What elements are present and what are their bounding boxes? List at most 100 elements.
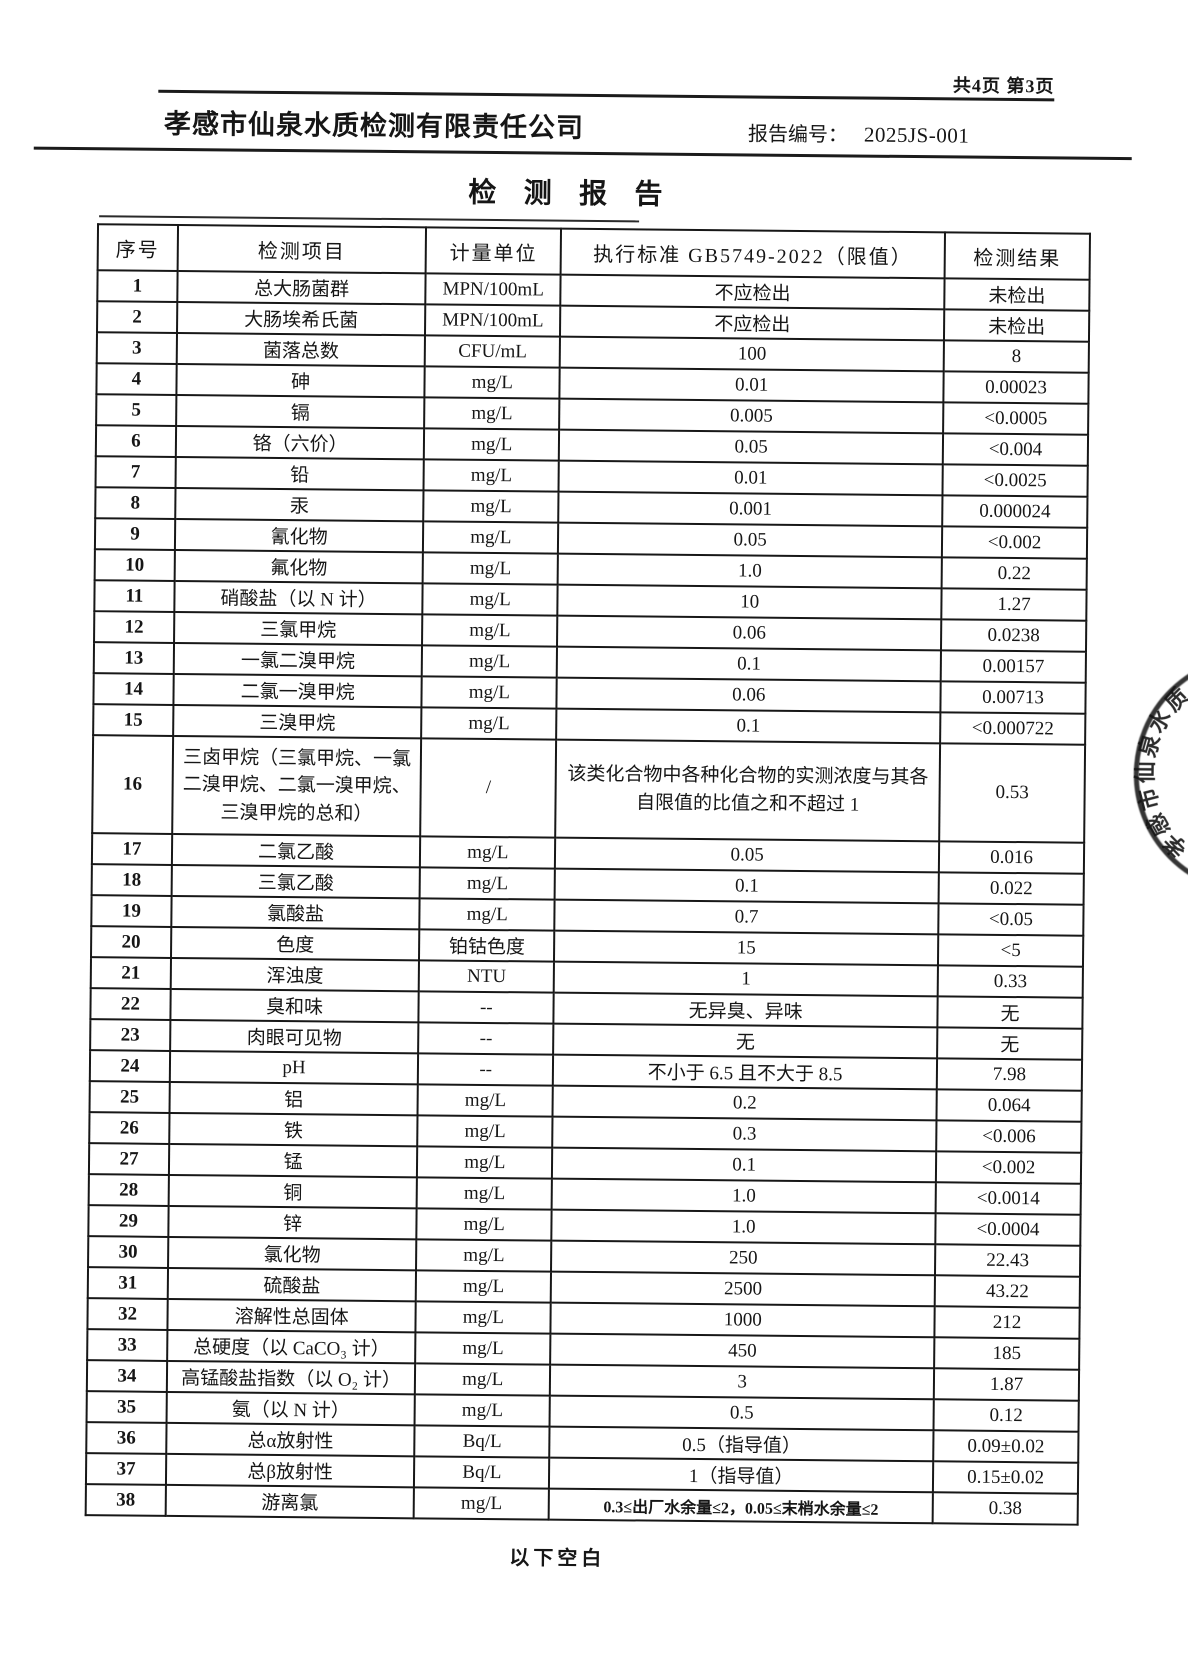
table-cell-standard: 3 [550, 1364, 935, 1400]
table-cell-no: 3 [96, 332, 177, 364]
table-cell-unit: mg/L [415, 1363, 551, 1396]
table-cell-standard: 2500 [550, 1271, 936, 1307]
table-cell-standard: 0.05 [555, 837, 940, 873]
table-cell-item: 铅 [175, 456, 425, 491]
results-table: 序号 检测项目 计量单位 执行标准 GB5749-2022（限值） 检测结果 1 总大肠菌… [85, 223, 1091, 1525]
table-cell-unit: mg/L [416, 1239, 552, 1272]
table-cell-standard: 1.0 [557, 553, 943, 589]
table-cell-no: 25 [89, 1081, 170, 1113]
table-cell-item: 铜 [168, 1174, 418, 1209]
table-cell-result: <0.002 [942, 526, 1088, 559]
table-cell-item: 锌 [168, 1205, 417, 1240]
report-number-value: 2025JS-001 [863, 122, 970, 148]
table-cell-no: 22 [90, 988, 171, 1020]
report-number-label: 报告编号： [747, 123, 849, 147]
table-cell-unit: mg/L [419, 867, 556, 900]
table-cell-unit: mg/L [416, 1208, 552, 1241]
table-cell-standard: 0.01 [558, 460, 943, 496]
table-cell-unit: mg/L [416, 1270, 552, 1303]
table-cell-unit: mg/L [417, 1084, 554, 1117]
table-cell-standard: 0.2 [552, 1085, 937, 1121]
table-cell-unit: MPN/100mL [425, 304, 561, 337]
table-cell-standard: 1 [553, 961, 939, 997]
table-cell-standard: 0.005 [559, 398, 944, 434]
table-cell-unit: mg/L [415, 1301, 551, 1334]
table-cell-unit: 铂钴色度 [419, 929, 555, 962]
table-cell-result: 22.43 [935, 1244, 1081, 1277]
table-cell-result: 0.53 [939, 743, 1086, 843]
table-cell-no: 20 [91, 926, 172, 958]
table-cell-standard: 0.05 [558, 522, 943, 558]
table-cell-standard: 0.1 [556, 708, 941, 744]
table-cell-standard: 10 [557, 584, 942, 620]
table-cell-unit: MPN/100mL [425, 273, 561, 306]
table-cell-no: 26 [89, 1112, 170, 1144]
table-cell-no: 24 [89, 1050, 170, 1082]
table-cell-unit: mg/L [419, 898, 555, 931]
table-cell-unit: -- [418, 991, 554, 1024]
table-cell-result: <0.0014 [935, 1182, 1081, 1215]
table-cell-unit: mg/L [414, 1394, 551, 1427]
table-cell-no: 8 [95, 487, 176, 519]
table-cell-item: 锰 [168, 1143, 418, 1178]
table-cell-item: 二氯一溴甲烷 [173, 673, 423, 708]
table-cell-item: 氯酸盐 [171, 895, 420, 930]
table-cell-item: 硫酸盐 [167, 1267, 417, 1302]
table-cell-item: 高锰酸盐指数（以 O₂ 计） [166, 1360, 416, 1395]
table-cell-no: 17 [91, 833, 173, 865]
table-cell-no: 23 [90, 1019, 171, 1051]
table-cell-standard: 0.5（指导值） [549, 1426, 934, 1462]
table-row: 16 三卤甲烷（三氯甲烷、一氯二溴甲烷、二氯一溴甲烷、三溴甲烷的总和） / 该类化合物… [92, 735, 1086, 843]
table-cell-item: 总α放射性 [166, 1422, 415, 1457]
table-cell-result: 0.00023 [943, 371, 1089, 404]
table-cell-no: 32 [87, 1298, 168, 1330]
table-cell-result: 7.98 [936, 1058, 1083, 1091]
table-cell-standard: 0.1 [556, 646, 942, 682]
table-cell-standard: 不小于 6.5 且不大于 8.5 [553, 1054, 938, 1090]
table-cell-item: 铁 [169, 1112, 418, 1147]
table-cell-item: 总β放射性 [165, 1453, 415, 1488]
table-cell-no: 16 [92, 735, 173, 834]
table-cell-unit: mg/L [421, 676, 557, 709]
seal-character: 仙 [1132, 761, 1158, 784]
column-header: 检测结果 [944, 232, 1090, 280]
table-cell-result: <0.0004 [935, 1213, 1081, 1246]
column-header: 执行标准 GB5749-2022（限值） [560, 228, 946, 279]
table-cell-standard: 0.001 [558, 491, 943, 527]
table-cell-result: 未检出 [944, 309, 1090, 342]
table-cell-unit: mg/L [417, 1115, 553, 1148]
table-cell-item: 总硬度（以 CaCO₃ 计） [166, 1329, 416, 1364]
table-cell-no: 35 [86, 1391, 167, 1423]
table-cell-item: 镉 [175, 394, 425, 429]
table-cell-standard: 0.06 [557, 615, 942, 651]
table-cell-item: 色度 [170, 926, 420, 961]
table-cell-item: 总大肠菌群 [177, 270, 426, 305]
table-cell-no: 12 [94, 611, 175, 643]
table-cell-standard: 不应检出 [560, 274, 945, 310]
report-number-line: 报告编号： 2025JS-001 [748, 117, 970, 148]
table-cell-no: 19 [91, 895, 172, 927]
table-cell-result: 0.15±0.02 [933, 1461, 1079, 1494]
table-cell-result: 212 [934, 1306, 1080, 1339]
table-cell-unit: mg/L [422, 614, 558, 647]
table-cell-standard: 无异臭、异味 [553, 992, 938, 1028]
table-cell-standard: 0.3 [552, 1116, 937, 1152]
table-cell-no: 11 [94, 580, 175, 612]
table-cell-result: 0.33 [937, 965, 1083, 998]
table-cell-unit: / [420, 738, 557, 838]
table-cell-result: 无 [937, 996, 1083, 1029]
table-cell-result: 1.27 [941, 588, 1087, 621]
table-cell-no: 31 [87, 1267, 168, 1299]
table-cell-unit: mg/L [424, 428, 560, 461]
table-cell-result: <0.05 [938, 903, 1084, 936]
column-header: 计量单位 [425, 227, 562, 275]
company-seal-text: 孝感市仙泉水质 [7, 0, 1188, 863]
table-cell-result: 0.0238 [941, 619, 1087, 652]
table-cell-standard: 0.05 [559, 429, 944, 465]
table-cell-unit: Bq/L [414, 1425, 550, 1458]
table-cell-unit: -- [418, 1053, 554, 1086]
table-cell-unit: CFU/mL [425, 335, 561, 368]
table-cell-unit: mg/L [413, 1487, 550, 1520]
table-cell-result: 8 [943, 340, 1089, 373]
